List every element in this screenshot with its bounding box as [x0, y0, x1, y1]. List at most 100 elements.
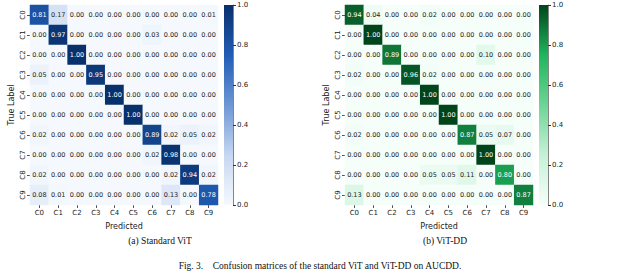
- svg-text:0.00: 0.00: [126, 31, 140, 39]
- svg-text:0.00: 0.00: [385, 31, 399, 39]
- svg-text:1.0: 1.0: [237, 1, 248, 9]
- svg-text:0.00: 0.00: [201, 71, 215, 79]
- svg-text:0.00: 0.00: [460, 11, 474, 19]
- svg-text:0.17: 0.17: [51, 11, 65, 19]
- svg-text:0.00: 0.00: [201, 31, 215, 39]
- svg-text:(a) Standard ViT: (a) Standard ViT: [128, 236, 192, 247]
- svg-text:0.00: 0.00: [366, 71, 380, 79]
- svg-text:0.00: 0.00: [51, 111, 65, 119]
- svg-text:0.00: 0.00: [366, 171, 380, 179]
- svg-text:0.87: 0.87: [516, 191, 530, 199]
- svg-text:0.00: 0.00: [89, 91, 103, 99]
- svg-text:0.13: 0.13: [164, 191, 178, 199]
- svg-text:C3: C3: [334, 70, 342, 79]
- svg-text:0.00: 0.00: [347, 111, 361, 119]
- svg-text:0.00: 0.00: [201, 151, 215, 159]
- svg-text:0.00: 0.00: [366, 151, 380, 159]
- svg-text:1.00: 1.00: [422, 91, 436, 99]
- svg-text:0.00: 0.00: [516, 171, 530, 179]
- svg-text:C5: C5: [129, 209, 138, 217]
- svg-text:0.00: 0.00: [70, 71, 84, 79]
- svg-text:C3: C3: [19, 70, 27, 79]
- svg-text:0.00: 0.00: [516, 31, 530, 39]
- svg-text:0.00: 0.00: [126, 151, 140, 159]
- svg-text:0.00: 0.00: [89, 11, 103, 19]
- svg-text:0.00: 0.00: [404, 171, 418, 179]
- svg-text:0.00: 0.00: [404, 151, 418, 159]
- svg-text:0.0: 0.0: [237, 201, 248, 209]
- svg-text:C2: C2: [19, 50, 27, 59]
- svg-text:0.00: 0.00: [516, 51, 530, 59]
- svg-text:0.00: 0.00: [145, 111, 159, 119]
- svg-text:0.00: 0.00: [422, 31, 436, 39]
- svg-text:0.00: 0.00: [441, 151, 455, 159]
- svg-text:0.00: 0.00: [107, 51, 121, 59]
- svg-text:C5: C5: [334, 110, 342, 119]
- svg-text:Predicted: Predicted: [420, 222, 458, 231]
- svg-text:0.80: 0.80: [498, 171, 512, 179]
- svg-text:0.00: 0.00: [107, 31, 121, 39]
- svg-text:0.00: 0.00: [479, 31, 493, 39]
- svg-text:0.00: 0.00: [89, 171, 103, 179]
- svg-text:0.00: 0.00: [385, 171, 399, 179]
- svg-text:0.00: 0.00: [32, 91, 46, 99]
- svg-text:0.00: 0.00: [145, 191, 159, 199]
- svg-text:True Label: True Label: [7, 84, 16, 126]
- svg-text:C7: C7: [19, 150, 27, 159]
- svg-text:0.00: 0.00: [366, 131, 380, 139]
- svg-text:0.00: 0.00: [498, 11, 512, 19]
- svg-text:0.00: 0.00: [385, 111, 399, 119]
- svg-text:0.00: 0.00: [126, 131, 140, 139]
- svg-text:0.00: 0.00: [422, 111, 436, 119]
- svg-text:0.00: 0.00: [498, 71, 512, 79]
- svg-text:0.00: 0.00: [366, 191, 380, 199]
- svg-text:0.00: 0.00: [70, 131, 84, 139]
- svg-text:0.00: 0.00: [385, 11, 399, 19]
- svg-text:(b) ViT-DD: (b) ViT-DD: [423, 236, 467, 247]
- svg-text:0.00: 0.00: [498, 91, 512, 99]
- svg-text:0.00: 0.00: [145, 11, 159, 19]
- svg-text:0.02: 0.02: [32, 131, 46, 139]
- svg-text:0.00: 0.00: [183, 111, 197, 119]
- svg-text:0.00: 0.00: [441, 91, 455, 99]
- svg-text:0.00: 0.00: [479, 111, 493, 119]
- svg-text:0.00: 0.00: [441, 51, 455, 59]
- svg-text:0.00: 0.00: [201, 111, 215, 119]
- svg-text:0.00: 0.00: [460, 111, 474, 119]
- svg-text:0.00: 0.00: [107, 191, 121, 199]
- svg-text:0.00: 0.00: [385, 91, 399, 99]
- svg-text:0.00: 0.00: [347, 151, 361, 159]
- svg-text:0.00: 0.00: [385, 131, 399, 139]
- svg-text:0.96: 0.96: [404, 71, 418, 79]
- svg-text:0.00: 0.00: [404, 51, 418, 59]
- svg-text:0.03: 0.03: [145, 31, 159, 39]
- svg-text:0.97: 0.97: [51, 31, 65, 39]
- svg-text:0.00: 0.00: [441, 131, 455, 139]
- svg-text:0.02: 0.02: [32, 171, 46, 179]
- svg-text:0.0: 0.0: [552, 201, 563, 209]
- svg-text:0.00: 0.00: [51, 131, 65, 139]
- svg-text:0.00: 0.00: [460, 191, 474, 199]
- svg-text:0.00: 0.00: [385, 191, 399, 199]
- svg-text:0.00: 0.00: [422, 51, 436, 59]
- svg-text:C1: C1: [19, 30, 27, 39]
- svg-text:0.00: 0.00: [70, 11, 84, 19]
- svg-text:0.00: 0.00: [347, 31, 361, 39]
- svg-text:0.00: 0.00: [89, 131, 103, 139]
- svg-text:0.00: 0.00: [516, 111, 530, 119]
- svg-text:C1: C1: [369, 209, 378, 217]
- svg-text:0.4: 0.4: [552, 121, 564, 129]
- svg-text:0.00: 0.00: [422, 191, 436, 199]
- svg-text:C9: C9: [519, 209, 528, 217]
- svg-text:0.00: 0.00: [479, 91, 493, 99]
- svg-text:0.00: 0.00: [70, 31, 84, 39]
- svg-text:0.00: 0.00: [164, 111, 178, 119]
- svg-text:0.00: 0.00: [183, 31, 197, 39]
- svg-text:Fig. 3. Confusion matrices: Fig. 3. Confusion matrices of the standa…: [179, 261, 462, 271]
- svg-text:0.00: 0.00: [89, 51, 103, 59]
- svg-text:0.00: 0.00: [498, 111, 512, 119]
- svg-text:0.89: 0.89: [145, 131, 159, 139]
- svg-text:0.00: 0.00: [51, 51, 65, 59]
- svg-text:0.00: 0.00: [107, 131, 121, 139]
- svg-text:0.00: 0.00: [498, 151, 512, 159]
